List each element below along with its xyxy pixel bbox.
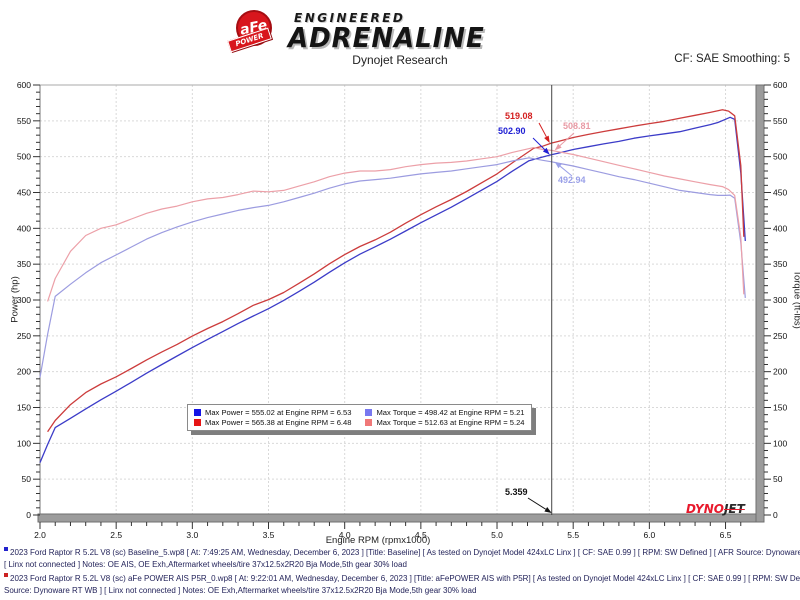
left-axis-tick-label: 250 [17,331,31,341]
legend-item-afe-torque: Max Torque = 512.63 at Engine RPM = 5.24 [365,418,525,427]
annotation-value-label: 508.81 [563,121,591,131]
left-axis-tick-label: 450 [17,188,31,198]
x-axis-tick-label: 3.5 [263,530,275,540]
logo-adrenaline-text: ADRENALINE [288,21,485,54]
left-axis-tick-label: 400 [17,223,31,233]
left-axis-tick-label: 500 [17,152,31,162]
run-info-text: 2023 Ford Raptor R 5.2L V8 (sc) Baseline… [10,548,800,557]
right-axis-tick-label: 200 [773,367,787,377]
left-axis-title: Power (hp) [9,276,21,323]
curve-afe-power [47,109,745,433]
x-axis-tick-label: 3.0 [186,530,198,540]
annotation-value-label: 5.359 [505,487,528,497]
x-axis-tick-label: 5.0 [491,530,503,540]
x-axis-tick-label: 2.5 [110,530,122,540]
baseline-torque-swatch-icon [365,409,373,416]
left-axis-tick-label: 550 [17,116,31,126]
left-axis-tick-label: 50 [22,474,32,484]
right-axis-tick-label: 250 [773,331,787,341]
right-axis-tick-label: 550 [773,116,787,126]
annotation-value-label: 519.08 [505,111,533,121]
x-axis-tick-label: 6.5 [720,530,732,540]
annotation-arrowhead-icon [554,143,562,151]
left-axis-tick-label: 350 [17,259,31,269]
afe-power-swatch-icon [194,419,201,426]
curve-baseline-power [39,116,746,463]
legend-label: Max Torque = 512.63 at Engine RPM = 5.24 [376,418,525,427]
right-axis-tick-label: 100 [773,438,787,448]
left-axis-tick-label: 600 [17,80,31,90]
run-info-text: [ Linx not connected ] Notes: OE AIS, OE… [4,559,407,569]
right-axis-tick-label: 0 [773,510,778,520]
y-axis-scrollbar[interactable] [755,84,765,523]
x-axis-title: Engine RPM (rpmx1000) [325,535,431,546]
annotation-arrowhead-icon [544,135,550,143]
left-axis-tick-label: 300 [17,295,31,305]
right-axis-tick-label: 50 [773,474,783,484]
legend-label: Max Power = 555.02 at Engine RPM = 6.53 [205,408,352,417]
annotation-arrow-line [532,137,546,151]
annotation-arrowhead-icon [554,161,562,169]
x-axis-scrollbar[interactable] [37,513,765,523]
run-info-text: 2023 Ford Raptor R 5.2L V8 (sc) aFe POWE… [10,574,800,583]
legend-label: Max Torque = 498.42 at Engine RPM = 5.21 [376,408,525,417]
x-axis-tick-label: 4.5 [415,530,427,540]
right-axis-tick-label: 400 [773,223,787,233]
annotation-arrow-line [527,497,547,510]
run-info-footer: 2023 Ford Raptor R 5.2L V8 (sc) Baseline… [4,547,800,599]
annotation-arrow-line [559,165,573,177]
run-bullet-icon [4,573,8,577]
dynojet-logo-jet: JET [723,502,745,516]
annotation-value-label: 492.94 [558,175,586,185]
dynojet-logo: DYNOJET [686,502,745,516]
x-axis-tick-label: 2.0 [34,530,46,540]
x-axis-tick-label: 6.0 [643,530,655,540]
chart-subtitle: Dynojet Research [352,53,448,67]
legend-item-afe-power: Max Power = 565.38 at Engine RPM = 6.48 [194,418,351,427]
right-axis-title: Torque (ft-lbs) [791,270,800,329]
legend-label: Max Power = 565.38 at Engine RPM = 6.48 [205,418,352,427]
dynojet-logo-dyno: DYNO [686,502,724,516]
x-axis-tick-label: 4.0 [339,530,351,540]
smoothing-setting: CF: SAE Smoothing: 5 [674,53,790,65]
right-axis-tick-label: 300 [773,295,787,305]
right-axis-tick-label: 350 [773,259,787,269]
annotation-arrow-line [538,122,547,138]
annotation-arrowhead-icon [542,147,550,155]
right-axis-tick-label: 150 [773,403,787,413]
logo-engineered-text: ENGINEERED [294,11,406,25]
legend-item-baseline-power: Max Power = 555.02 at Engine RPM = 6.53 [194,408,351,417]
right-axis-tick-label: 600 [773,80,787,90]
curve-baseline-torque [39,157,746,378]
run-info-entry-baseline: 2023 Ford Raptor R 5.2L V8 (sc) Baseline… [4,547,800,570]
x-axis-tick-label: 5.5 [567,530,579,540]
left-axis-tick-label: 0 [26,510,31,520]
curve-afe-torque [47,147,745,302]
annotation-value-label: 502.90 [498,126,526,136]
annotation-arrow-line [559,132,575,147]
run-info-entry-afe: 2023 Ford Raptor R 5.2L V8 (sc) aFe POWE… [4,573,800,596]
legend-item-baseline-torque: Max Torque = 498.42 at Engine RPM = 5.21 [365,408,525,417]
run-bullet-icon [4,547,8,551]
left-axis-tick-label: 200 [17,367,31,377]
afe-torque-swatch-icon [365,419,373,426]
left-axis-tick-label: 150 [17,403,31,413]
legend-box: Max Power = 555.02 at Engine RPM = 6.53 … [187,404,532,431]
run-info-text: Source: Dynoware RT WB ] [ Linx not conn… [4,585,477,595]
left-axis-tick-label: 100 [17,438,31,448]
right-axis-tick-label: 500 [773,152,787,162]
right-axis-tick-label: 450 [773,188,787,198]
baseline-power-swatch-icon [194,409,201,416]
annotation-arrowhead-icon [544,507,552,513]
